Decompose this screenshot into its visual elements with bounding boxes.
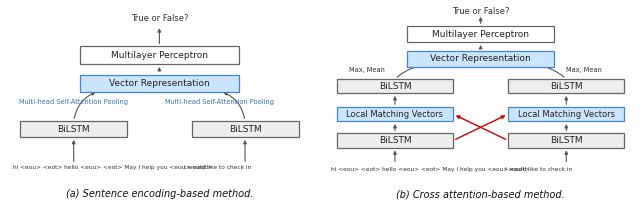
Text: True or False?: True or False? [131,14,188,23]
Text: Multi-head Self-Attention Pooling: Multi-head Self-Attention Pooling [166,99,275,105]
FancyBboxPatch shape [508,79,625,93]
Text: Vector Representation: Vector Representation [109,79,210,88]
Text: Local Matching Vectors: Local Matching Vectors [518,110,615,119]
Text: BiLSTM: BiLSTM [550,82,582,90]
Text: Max, Mean: Max, Mean [566,67,602,73]
FancyBboxPatch shape [20,121,127,137]
Text: hi <eou> <eot> hello <eou> <eot> May I help you <eou> <eot>: hi <eou> <eot> hello <eou> <eot> May I h… [13,165,211,170]
Text: BiLSTM: BiLSTM [228,125,261,134]
FancyBboxPatch shape [80,75,239,92]
Text: (a) Sentence encoding-based method.: (a) Sentence encoding-based method. [66,189,253,199]
Text: BiLSTM: BiLSTM [379,136,412,145]
Text: I would like to check in: I would like to check in [505,167,572,172]
FancyBboxPatch shape [407,26,554,42]
Text: Vector Representation: Vector Representation [430,54,531,63]
FancyBboxPatch shape [337,107,453,121]
Text: Multilayer Perceptron: Multilayer Perceptron [432,30,529,39]
Text: BiLSTM: BiLSTM [379,82,412,90]
FancyBboxPatch shape [508,107,625,121]
FancyBboxPatch shape [337,79,453,93]
Text: I would like to check in: I would like to check in [184,165,251,170]
Text: BiLSTM: BiLSTM [550,136,582,145]
Text: (b) Cross attention-based method.: (b) Cross attention-based method. [396,189,565,199]
FancyBboxPatch shape [407,51,554,67]
Text: BiLSTM: BiLSTM [58,125,90,134]
Text: hi <eou> <eot> hello <eou> <eot> May I help you <eou> <eot>: hi <eou> <eot> hello <eou> <eot> May I h… [331,167,529,172]
Text: Multi-head Self-Attention Pooling: Multi-head Self-Attention Pooling [19,99,127,105]
Text: True or False?: True or False? [452,7,509,16]
FancyBboxPatch shape [191,121,299,137]
Text: Local Matching Vectors: Local Matching Vectors [346,110,444,119]
FancyBboxPatch shape [337,134,453,147]
FancyBboxPatch shape [80,46,239,64]
Text: Max, Mean: Max, Mean [349,67,385,73]
Text: Multilayer Perceptron: Multilayer Perceptron [111,51,208,60]
FancyBboxPatch shape [508,134,625,147]
